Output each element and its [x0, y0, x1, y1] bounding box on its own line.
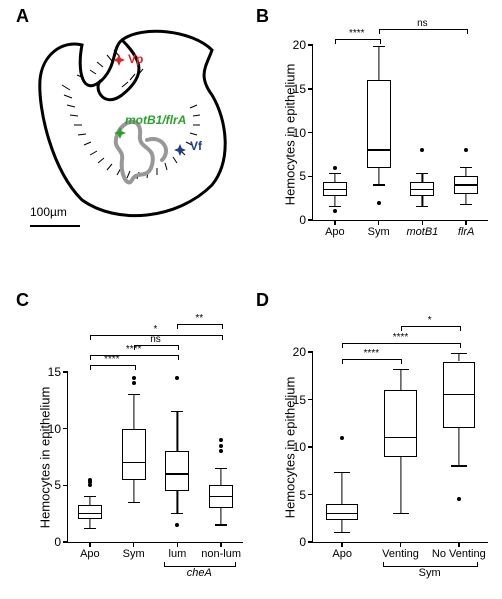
chart-b-ylabel: Hemocytes in epithelium: [283, 55, 298, 215]
vp-label: Vp: [128, 52, 143, 66]
scalebar-text: 100µm: [30, 205, 67, 219]
vf-label: Vf: [190, 139, 202, 153]
chart-b: 05101520ApoSymmotB1flrA****ns: [312, 45, 488, 221]
chart-c-ylabel: Hemocytes in epithelium: [38, 378, 53, 538]
chart-d-ylabel: Hemocytes in epithelium: [283, 368, 298, 528]
chart-d: 05101520ApoVentingNo Venting*********Sym: [312, 352, 488, 543]
chart-c: 051015ApoSymlumnon-lum********ns***cheA: [67, 372, 243, 543]
scalebar: [30, 225, 80, 227]
panel-c-label: C: [16, 290, 29, 311]
motb-label: motB1/flrA: [125, 113, 186, 127]
panel-b-label: B: [256, 6, 269, 27]
panel-d-label: D: [256, 290, 269, 311]
